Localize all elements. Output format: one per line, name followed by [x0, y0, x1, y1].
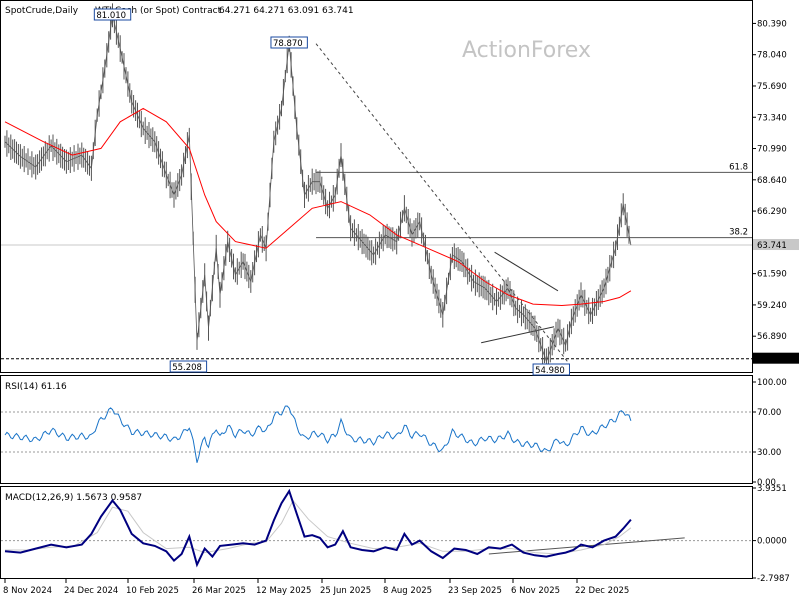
rsi-title: RSI(14) 61.16 — [5, 382, 67, 392]
rsi-tick-label-3: 0.00 — [757, 478, 776, 488]
watermark: ActionForex — [462, 38, 591, 63]
x-tick-label-4: 12 May 2025 — [256, 586, 311, 596]
label-low-left: 55.208 — [172, 363, 202, 373]
macd-signal-line — [5, 499, 632, 555]
price-tick-label-7: 61.590 — [757, 270, 787, 280]
last-price-label: 63.741 — [757, 241, 787, 251]
price-tick-label-8: 59.240 — [757, 301, 787, 311]
price-tick-label-6: 66.290 — [757, 207, 787, 217]
rsi-tick-label-2: 30.00 — [757, 448, 781, 458]
label-high-mid-box — [270, 36, 308, 49]
moving-average-line — [4, 107, 632, 307]
x-tick-label-6: 8 Aug 2025 — [383, 586, 432, 596]
price-tick-label-0: 80.390 — [757, 19, 787, 29]
macd-tick-label-0: 3.9351 — [757, 484, 787, 494]
macd-panel-frame — [0, 486, 753, 579]
rsi-tick-label-0: 100.00 — [757, 378, 787, 388]
price-tick-label-5: 68.640 — [757, 176, 787, 186]
price-panel-frame — [0, 0, 753, 373]
x-tick-label-3: 26 Mar 2025 — [192, 586, 246, 596]
x-tick-label-5: 25 Jun 2025 — [320, 586, 371, 596]
price-tick-label-2: 75.690 — [757, 82, 787, 92]
fib-38-2-label: 38.2 — [729, 228, 748, 238]
wedge-lower-line — [481, 326, 555, 344]
macd-tick-label-2: -2.7987 — [757, 574, 790, 584]
label-high-left: 81.010 — [96, 11, 126, 21]
x-tick-label-7: 23 Sep 2025 — [448, 586, 502, 596]
label-low-right-box — [532, 363, 570, 376]
x-tick-label-0: 8 Nov 2024 — [3, 586, 52, 596]
ohlc-label: 64.271 64.271 63.091 63.741 — [219, 6, 354, 16]
rsi-panel-frame — [0, 375, 753, 484]
reference-lines — [1, 43, 752, 555]
annotation-layer: 81.010 78.870 55.208 54.980 61.8 38.2 — [93, 8, 748, 376]
price-tick-label-4: 70.990 — [757, 145, 787, 155]
label-high-left-box — [93, 8, 132, 21]
macd-tick-label-1: 0.0000 — [757, 537, 787, 547]
last-price-tag — [753, 239, 799, 251]
price-tick-label-1: 78.040 — [757, 51, 787, 61]
macd-title: MACD(12,26,9) 1.5673 0.9587 — [5, 493, 142, 503]
wedge-upper-line — [494, 251, 559, 292]
axes-layer: 80.390 78.040 75.690 73.340 70.990 68.640 66.2… — [3, 19, 799, 596]
price-tick-label-3: 73.340 — [757, 113, 787, 123]
series-layer — [4, 3, 632, 568]
label-low-left-box — [169, 360, 208, 373]
x-tick-label-8: 6 Nov 2025 — [511, 586, 560, 596]
macd-line — [4, 488, 632, 568]
support-level-label: 55.200 — [757, 355, 787, 365]
description-label: WTI Cash (or Spot) Contract — [95, 6, 222, 16]
trend-dashed-line — [315, 43, 568, 362]
price-tick-label-9: 56.890 — [757, 332, 787, 342]
rsi-tick-label-1: 70.00 — [757, 408, 781, 418]
x-tick-label-9: 22 Dec 2025 — [575, 586, 629, 596]
fib-61-8-label: 61.8 — [729, 162, 748, 172]
label-low-right: 54.980 — [535, 366, 565, 376]
x-tick-label-2: 10 Feb 2025 — [126, 586, 179, 596]
label-high-mid: 78.870 — [273, 39, 303, 49]
symbol-label: SpotCrude,Daily — [5, 6, 79, 16]
support-level-tag — [753, 352, 799, 364]
price-close-line — [4, 15, 632, 363]
x-tick-label-1: 24 Dec 2024 — [64, 586, 118, 596]
rsi-line — [4, 405, 632, 463]
